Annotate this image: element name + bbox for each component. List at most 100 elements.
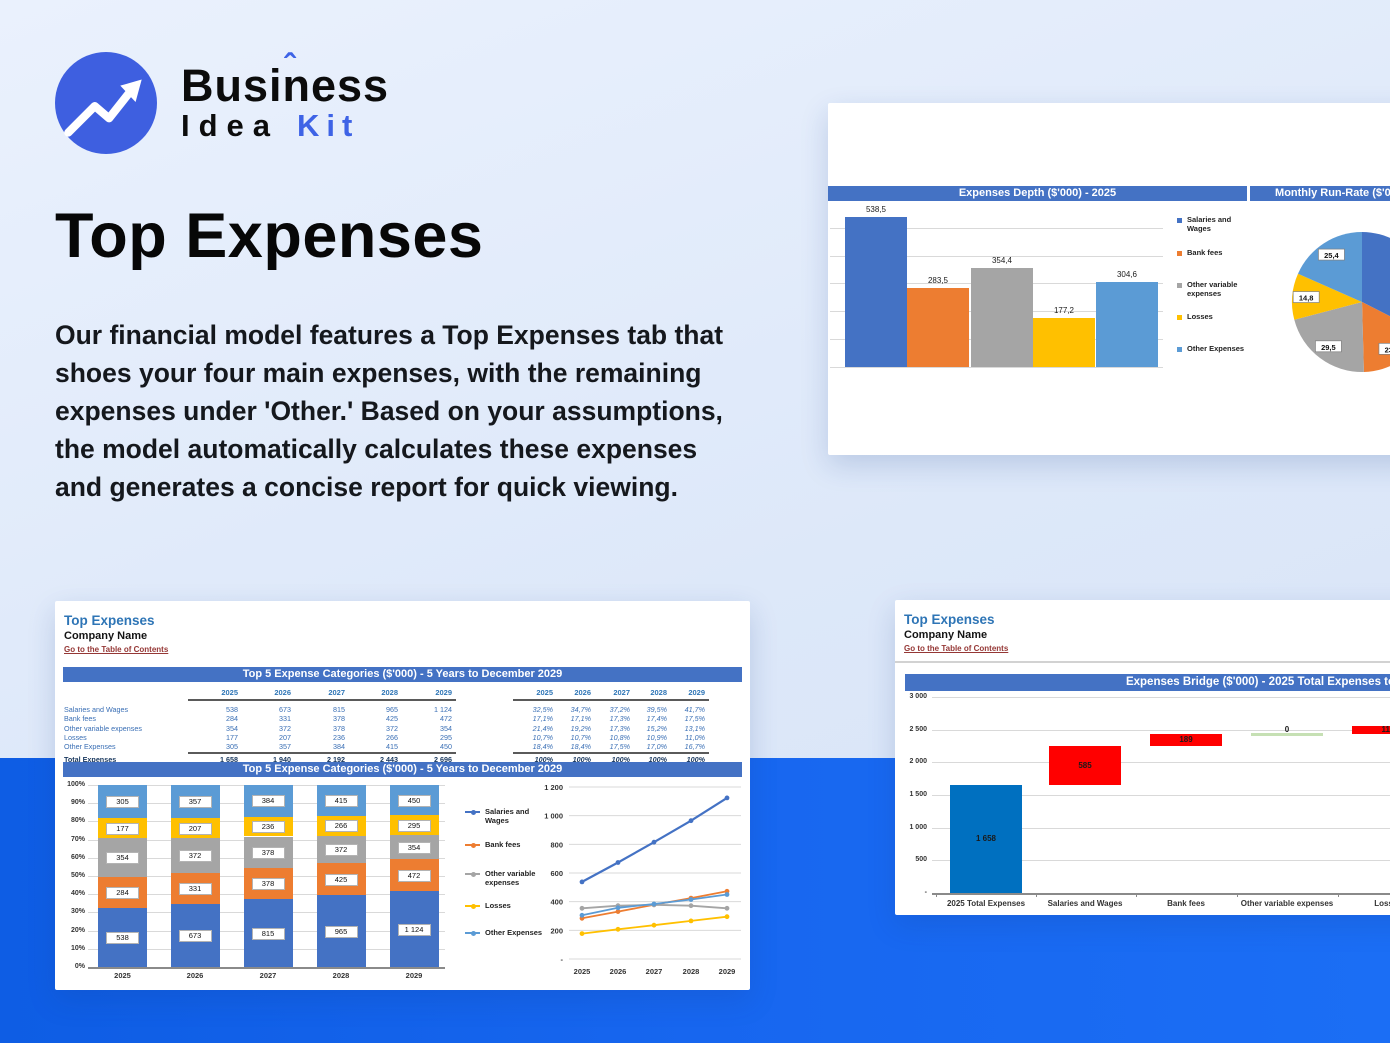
data-point [688, 818, 694, 824]
cell-value: 815 [333, 705, 345, 714]
x-axis-label: Losses [1374, 899, 1390, 908]
cell-percent: 10,7% [570, 732, 591, 742]
x-axis-label: 2027 [259, 971, 277, 980]
legend-swatch-icon [1177, 218, 1182, 223]
logo-text: Business ˆ Idea Kit [181, 48, 390, 143]
data-point [724, 905, 730, 911]
y-axis-tick: 40% [70, 890, 85, 898]
legend-entry: Salaries and Wages [1177, 215, 1263, 233]
legend-line-icon [465, 871, 480, 877]
pie-label: 23,6 [1385, 345, 1390, 354]
cell-percent: 17,0% [646, 742, 667, 752]
legend-line-icon [465, 842, 480, 848]
cell-value: 425 [386, 714, 398, 724]
table-of-contents-link[interactable]: Go to the Table of Contents [904, 644, 1009, 653]
x-axis-label: 2025 Total Expenses [946, 899, 1026, 908]
segment-value-label: 266 [324, 820, 358, 833]
brand-kit: Kit [297, 108, 360, 143]
expense-table: 2025 2025 2026 2026 2027 2027 2028 2028 2029 2029… [55, 601, 750, 990]
x-axis-label: 2025 [114, 971, 131, 980]
pie-label-box [1378, 342, 1390, 355]
legend-swatch-icon [1177, 283, 1182, 288]
y-axis-tick: 10% [70, 944, 85, 952]
waterfall-bar-bank-fees [1150, 734, 1222, 747]
cell-percent: 17,5% [684, 714, 705, 724]
x-axis-label: 2028 [683, 967, 700, 976]
axis-tick-mark [1035, 893, 1037, 897]
legend-line-icon [465, 930, 480, 936]
x-axis-label: Other variable expenses [1240, 899, 1334, 908]
chart-title-bar: Top 5 Expense Categories ($'000) - 5 Yea… [63, 762, 742, 777]
data-point [724, 914, 730, 920]
cell-percent: 17,3% [609, 723, 630, 733]
total-percent: 100% [611, 754, 630, 764]
pie-label: 25,4 [1324, 251, 1339, 260]
legend-line-icon [465, 809, 480, 815]
legend-entry: Other Expenses [465, 928, 545, 937]
cell-percent: 37,2% [609, 705, 630, 714]
data-point [651, 901, 657, 907]
y-axis-tick: 1 200 [544, 783, 563, 792]
chart-title-bar: Expenses Depth ($'000) - 2025 Monthly Ru… [828, 186, 1390, 201]
data-point [651, 839, 657, 845]
pie-slice-losses [1292, 273, 1362, 320]
legend-entry: Other Expenses [1177, 344, 1263, 353]
brand-name: Business [181, 60, 390, 111]
legend-label: Bank fees [485, 840, 521, 849]
segment-value-label: 1 124 [397, 923, 431, 936]
cell-percent: 41,7% [684, 705, 705, 714]
total-percent: 100% [572, 754, 591, 764]
total-rule [513, 752, 709, 754]
segment-value-label: 425 [324, 873, 358, 886]
data-point [724, 795, 730, 801]
cell-percent: 10,9% [646, 732, 667, 742]
pie-label-box [1292, 291, 1320, 303]
gridline [830, 255, 1163, 257]
cell-percent: 17,4% [646, 714, 667, 724]
cell-value: 372 [386, 723, 398, 733]
data-point [688, 903, 694, 909]
table-of-contents-link[interactable]: Go to the Table of Contents [64, 645, 169, 654]
cell-value: 357 [279, 742, 291, 752]
y-axis-tick: 800 [550, 840, 563, 849]
year-header: 2027 [613, 688, 630, 697]
y-axis-tick: 2 500 [909, 725, 927, 733]
x-axis-label: Bank fees [1167, 899, 1205, 908]
y-axis-tick: 100% [67, 781, 85, 788]
year-header: 2026 [574, 688, 591, 697]
x-axis-label: 2028 [332, 971, 350, 980]
total-value: 1 940 [273, 754, 291, 764]
segment-value-label: 207 [178, 822, 212, 835]
cell-value: 472 [440, 714, 452, 724]
x-axis-label: 2026 [186, 971, 204, 980]
total-value: 2 696 [434, 754, 452, 764]
x-axis-label: 2026 [610, 967, 627, 976]
year-header: 2025 [221, 688, 238, 697]
pie-slice-other-variable-expenses [1294, 302, 1364, 373]
pie-slice-salaries-and-wages [1362, 232, 1390, 317]
cell-percent: 17,5% [609, 742, 630, 752]
sheet-title: Top Expenses [904, 612, 995, 627]
cell-percent: 19,2% [570, 723, 591, 733]
cell-value: 354 [440, 723, 452, 733]
x-axis-line [932, 893, 1390, 895]
logo-circle [55, 52, 157, 154]
cell-value: 378 [333, 714, 345, 724]
legend-swatch-icon [1177, 347, 1182, 352]
bar-value-label: 177,2 [1053, 305, 1075, 315]
data-point [615, 905, 621, 911]
legend-dot-icon [470, 871, 476, 877]
legend-dot-icon [470, 842, 476, 848]
gridline [932, 762, 1390, 764]
legend-label: Bank fees [1187, 248, 1223, 257]
cell-value: 538 [226, 705, 238, 714]
cell-percent: 15,2% [646, 723, 667, 733]
y-axis-tick: 2 000 [909, 758, 927, 766]
header-rule [188, 699, 456, 701]
year-header: 2028 [650, 688, 667, 697]
header-divider [895, 661, 1390, 663]
pie-slice-other-expenses [1298, 232, 1362, 302]
segment-value-label: 372 [324, 844, 358, 857]
cell-value: 207 [279, 732, 291, 742]
